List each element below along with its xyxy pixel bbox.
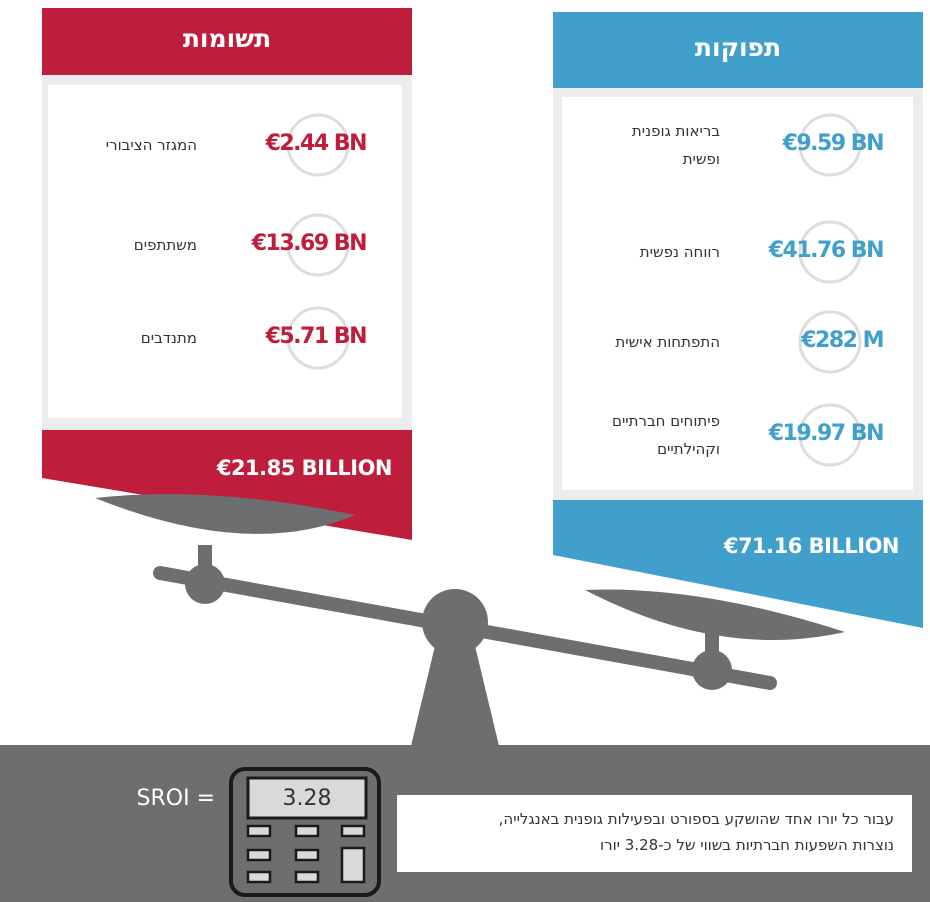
item-value: €9.59 BN: [783, 131, 883, 156]
note-line: עבור כל יורו אחד שהושקע בספורט ובפעילות …: [397, 806, 894, 832]
sroi-label: SROI =: [100, 786, 215, 811]
item-label: וקהילתיים: [657, 435, 720, 463]
sroi-value: 3.28: [248, 786, 366, 811]
item-value: €282 M: [801, 328, 883, 353]
right-joint: [692, 650, 732, 690]
outputs-total: €71.16 BILLION: [553, 534, 899, 558]
item-label: ופשית: [683, 145, 720, 173]
inputs-title: תשומות: [42, 24, 412, 53]
inputs-total: €21.85 BILLION: [42, 456, 392, 480]
item-label: בריאות גופנית: [632, 117, 720, 145]
item-value: €41.76 BN: [769, 238, 883, 263]
left-joint: [185, 564, 225, 604]
item-label: רווחה נפשית: [640, 238, 720, 266]
note: עבור כל יורו אחד שהושקע בספורט ובפעילות …: [397, 806, 894, 858]
item-label: משתתפים: [134, 231, 197, 259]
outputs-title: תפוקות: [553, 33, 923, 62]
note-line: נוצרות השפעות חברתיות בשווי של כ-3.28 יו…: [397, 832, 894, 858]
page: {"inputs": {"title": "תשומות", "total": …: [0, 0, 930, 902]
item-label: המגזר הציבורי: [106, 131, 197, 159]
item-value: €13.69 BN: [252, 231, 366, 256]
item-value: €5.71 BN: [266, 324, 366, 349]
item-label: התפתחות אישית: [615, 328, 720, 356]
item-label: מתנדבים: [141, 324, 197, 352]
pivot: [422, 589, 488, 655]
item-value: €19.97 BN: [769, 421, 883, 446]
item-label: פיתוחים חברתיים: [612, 407, 720, 435]
calculator-buttons: [248, 826, 364, 882]
item-value: €2.44 BN: [266, 131, 366, 156]
